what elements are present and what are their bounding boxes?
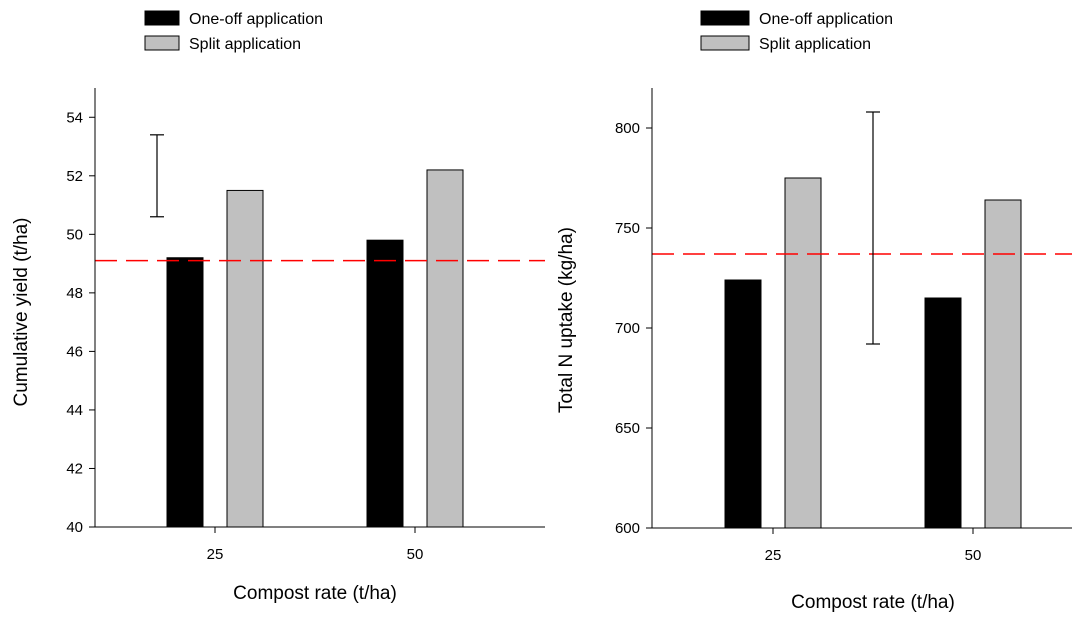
y-tick-label: 44	[66, 402, 83, 419]
y-tick-label: 48	[66, 285, 83, 302]
y-tick-label: 40	[66, 519, 83, 536]
legend-swatch-split	[144, 35, 180, 51]
bar-split-50	[984, 199, 1022, 529]
x-tick-label: 50	[407, 546, 424, 563]
legend-swatch-split	[700, 35, 750, 51]
n-uptake-chart-panel: One-off application Split application 60…	[556, 10, 1072, 613]
y-tick-label: 50	[66, 226, 83, 243]
x-tick-label: 50	[965, 547, 982, 564]
x-axis-title: Compost rate (t/ha)	[791, 592, 955, 613]
y-tick-label: 650	[615, 420, 640, 437]
legend: One-off application Split application	[700, 10, 893, 53]
legend-swatch-one-off	[700, 10, 750, 26]
legend-label-one-off: One-off application	[759, 11, 893, 28]
x-tick-label: 25	[765, 547, 782, 564]
y-tick-label: 750	[615, 220, 640, 237]
bar-one-off-50	[366, 239, 404, 528]
bar-split-50	[426, 169, 464, 528]
bar-split-25	[226, 189, 264, 528]
legend-label-one-off: One-off application	[189, 11, 323, 28]
bar-split-25	[784, 177, 822, 529]
y-axis-title: Cumulative yield (t/ha)	[11, 217, 32, 406]
bar-one-off-25	[724, 279, 762, 529]
y-tick-label: 800	[615, 120, 640, 137]
bar-one-off-25	[166, 257, 204, 528]
y-tick-label: 52	[66, 168, 83, 185]
x-tick-label: 25	[207, 546, 224, 563]
y-tick-label: 600	[615, 520, 640, 537]
legend-label-split: Split application	[189, 36, 301, 53]
yield-chart-panel: One-off application Split application 40…	[11, 10, 545, 604]
legend-swatch-one-off	[144, 10, 180, 26]
bar-one-off-50	[924, 297, 962, 529]
y-tick-label: 46	[66, 343, 83, 360]
legend-label-split: Split application	[759, 36, 871, 53]
y-tick-label: 54	[66, 109, 83, 126]
x-axis-title: Compost rate (t/ha)	[233, 583, 397, 604]
y-tick-label: 42	[66, 460, 83, 477]
y-axis-title: Total N uptake (kg/ha)	[556, 227, 577, 413]
legend: One-off application Split application	[144, 10, 323, 53]
y-tick-label: 700	[615, 320, 640, 337]
